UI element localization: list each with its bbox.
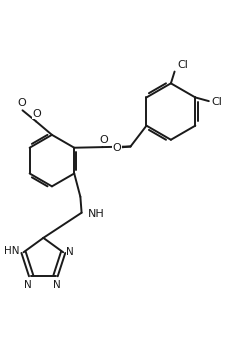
Text: Cl: Cl bbox=[211, 97, 222, 107]
Text: HN: HN bbox=[4, 246, 20, 256]
Text: N: N bbox=[53, 280, 61, 290]
Text: O: O bbox=[17, 98, 26, 108]
Text: N: N bbox=[24, 280, 32, 290]
Text: O: O bbox=[99, 135, 108, 145]
Text: NH: NH bbox=[88, 209, 105, 219]
Text: O: O bbox=[33, 109, 41, 119]
Text: N: N bbox=[66, 247, 74, 257]
Text: Cl: Cl bbox=[177, 59, 188, 69]
Text: O: O bbox=[113, 143, 121, 153]
